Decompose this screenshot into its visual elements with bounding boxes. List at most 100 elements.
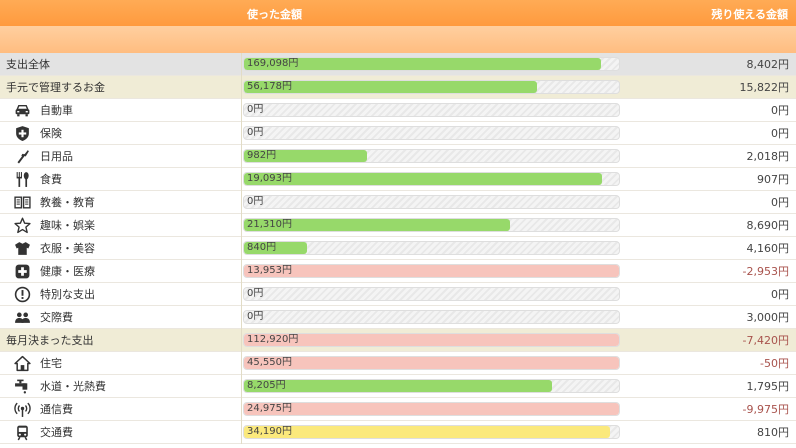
category-row[interactable]: 教養・教育 0円 0円 xyxy=(0,191,796,214)
budget-bar: 8,205円 xyxy=(243,379,620,393)
category-row[interactable]: 衣服・美容 840円 4,160円 xyxy=(0,237,796,260)
budget-bar: 0円 xyxy=(243,195,620,209)
used-amount-header: 使った金額 xyxy=(247,8,302,21)
signal-icon xyxy=(14,401,31,418)
category-row[interactable]: 趣味・娯楽 21,310円 8,690円 xyxy=(0,214,796,237)
used-amount: 169,098円 xyxy=(247,58,299,69)
budget-bar: 0円 xyxy=(243,310,620,324)
column-divider xyxy=(241,306,242,329)
used-amount: 8,205円 xyxy=(247,380,286,391)
category-row[interactable]: 保険 0円 0円 xyxy=(0,122,796,145)
category-name: 特別な支出 xyxy=(40,288,95,301)
category-name: 衣服・美容 xyxy=(40,242,95,255)
used-amount: 13,953円 xyxy=(247,265,292,276)
budget-bar: 13,953円 xyxy=(243,264,620,278)
remaining-amount: 2,018円 xyxy=(746,150,790,163)
remaining-amount: 1,795円 xyxy=(746,380,790,393)
remaining-amount: 15,822円 xyxy=(739,81,790,94)
category-name: 趣味・娯楽 xyxy=(40,219,95,232)
budget-bar-fill xyxy=(244,58,601,70)
remaining-amount-header: 残り使える金額 xyxy=(711,8,788,21)
column-divider xyxy=(241,329,242,352)
budget-bar-fill xyxy=(244,173,603,185)
budget-bar-fill xyxy=(244,219,511,231)
remaining-amount: 3,000円 xyxy=(746,311,790,324)
remaining-amount: 0円 xyxy=(771,127,789,140)
budget-bar: 56,178円 xyxy=(243,80,620,94)
column-divider xyxy=(241,352,242,375)
category-name: 自動車 xyxy=(40,104,73,117)
remaining-amount: -2,953円 xyxy=(742,265,789,278)
column-divider xyxy=(241,237,242,260)
column-divider xyxy=(241,421,242,444)
category-row[interactable]: 健康・医療 13,953円 -2,953円 xyxy=(0,260,796,283)
group-row[interactable]: 毎月決まった支出 112,920円 -7,420円 xyxy=(0,329,796,352)
budget-bar: 0円 xyxy=(243,126,620,140)
budget-bar-fill xyxy=(244,426,611,438)
category-name: 教養・教育 xyxy=(40,196,95,209)
remaining-amount: 8,402円 xyxy=(746,58,790,71)
used-amount: 0円 xyxy=(247,196,264,207)
category-name: 食費 xyxy=(40,173,62,186)
used-amount: 34,190円 xyxy=(247,426,292,437)
exclamation-icon xyxy=(14,286,31,303)
category-row[interactable]: 自動車 0円 0円 xyxy=(0,99,796,122)
column-divider xyxy=(241,398,242,421)
used-amount: 56,178円 xyxy=(247,81,292,92)
used-amount: 24,975円 xyxy=(247,403,292,414)
budget-bar: 0円 xyxy=(243,103,620,117)
category-name: 交通費 xyxy=(40,426,73,439)
category-name: 通信費 xyxy=(40,403,73,416)
budget-bar-fill xyxy=(244,150,367,162)
category-row[interactable]: 交際費 0円 3,000円 xyxy=(0,306,796,329)
budget-bar-fill xyxy=(244,334,619,346)
budget-bar: 21,310円 xyxy=(243,218,620,232)
column-divider xyxy=(241,122,242,145)
category-row[interactable]: 水道・光熱費 8,205円 1,795円 xyxy=(0,375,796,398)
category-name: 水道・光熱費 xyxy=(40,380,106,393)
remaining-amount: 907円 xyxy=(757,173,789,186)
budget-bar-fill xyxy=(244,403,619,415)
car-icon xyxy=(14,102,31,119)
category-row[interactable]: 食費 19,093円 907円 xyxy=(0,168,796,191)
column-divider xyxy=(241,76,242,99)
fork-spoon-icon xyxy=(14,171,31,188)
column-divider xyxy=(241,145,242,168)
group-row[interactable]: 手元で管理するお金 56,178円 15,822円 xyxy=(0,76,796,99)
budget-bar: 45,550円 xyxy=(243,356,620,370)
used-amount: 0円 xyxy=(247,127,264,138)
column-divider xyxy=(241,375,242,398)
remaining-amount: 810円 xyxy=(757,426,789,439)
used-amount: 0円 xyxy=(247,104,264,115)
category-row[interactable]: 特別な支出 0円 0円 xyxy=(0,283,796,306)
budget-bar-fill xyxy=(244,357,619,369)
shirt-icon xyxy=(14,240,31,257)
budget-table: 支出全体 169,098円 8,402円 手元で管理するお金 56,178円 15,822… xyxy=(0,53,796,444)
budget-bar-fill xyxy=(244,242,307,254)
faucet-icon xyxy=(14,378,31,395)
column-divider xyxy=(241,214,242,237)
category-row[interactable]: 住宅 45,550円 -50円 xyxy=(0,352,796,375)
house-icon xyxy=(14,355,31,372)
remaining-amount: 0円 xyxy=(771,288,789,301)
used-amount: 0円 xyxy=(247,288,264,299)
remaining-amount: 0円 xyxy=(771,104,789,117)
used-amount: 21,310円 xyxy=(247,219,292,230)
star-icon xyxy=(14,217,31,234)
used-amount: 19,093円 xyxy=(247,173,292,184)
category-row[interactable]: 通信費 24,975円 -9,975円 xyxy=(0,398,796,421)
medical-cross-icon xyxy=(14,263,31,280)
used-amount: 112,920円 xyxy=(247,334,299,345)
budget-bar: 0円 xyxy=(243,287,620,301)
budget-bar: 19,093円 xyxy=(243,172,620,186)
category-row[interactable]: 交通費 34,190円 810円 xyxy=(0,421,796,444)
budget-bar: 840円 xyxy=(243,241,620,255)
total-row[interactable]: 支出全体 169,098円 8,402円 xyxy=(0,53,796,76)
header-band xyxy=(0,26,796,53)
remaining-amount: 8,690円 xyxy=(746,219,790,232)
shield-icon xyxy=(14,125,31,142)
category-name: 毎月決まった支出 xyxy=(6,334,94,347)
train-icon xyxy=(14,424,31,441)
category-row[interactable]: 日用品 982円 2,018円 xyxy=(0,145,796,168)
used-amount: 0円 xyxy=(247,311,264,322)
